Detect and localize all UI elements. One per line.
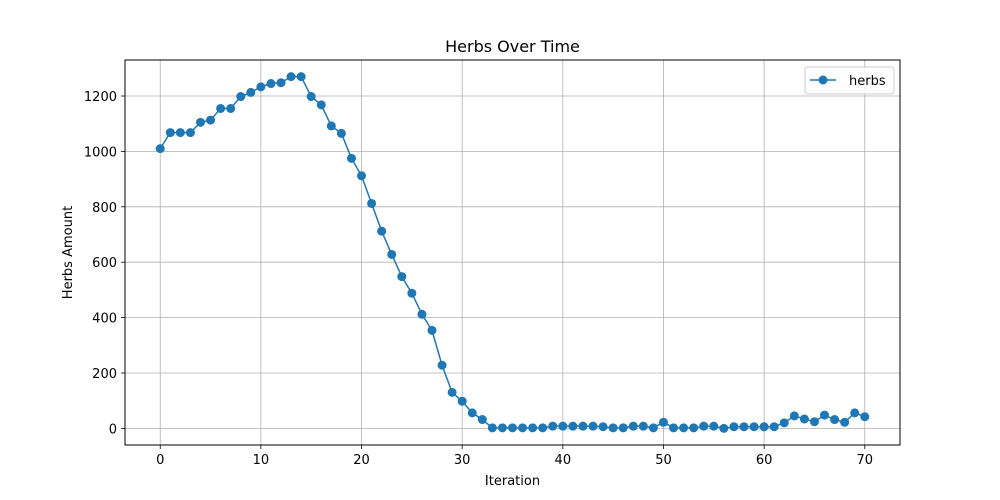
data-point xyxy=(689,423,699,433)
data-point xyxy=(628,421,638,431)
data-point xyxy=(206,115,216,125)
data-point xyxy=(820,410,830,420)
data-point xyxy=(769,422,779,432)
data-point xyxy=(195,117,205,127)
data-point xyxy=(729,422,739,432)
data-point xyxy=(779,418,789,428)
data-point xyxy=(266,79,276,89)
data-point xyxy=(648,423,658,433)
data-point xyxy=(387,249,397,259)
data-point xyxy=(850,408,860,418)
data-point xyxy=(830,415,840,425)
data-point xyxy=(658,417,668,427)
data-point xyxy=(799,414,809,424)
data-point xyxy=(276,78,286,88)
data-point xyxy=(709,421,719,431)
data-point xyxy=(578,421,588,431)
data-point xyxy=(286,72,296,82)
data-point xyxy=(789,411,799,421)
data-point xyxy=(608,423,618,433)
x-axis-label: Iteration xyxy=(485,474,540,489)
data-point xyxy=(749,422,759,432)
data-point xyxy=(739,422,749,432)
data-point xyxy=(256,82,266,92)
data-point xyxy=(346,153,356,163)
y-tick-label: 400 xyxy=(92,312,117,327)
data-point xyxy=(669,423,679,433)
data-point xyxy=(296,72,306,82)
data-point xyxy=(598,422,608,432)
data-point xyxy=(487,423,497,433)
y-tick-label: 800 xyxy=(92,201,117,216)
data-point xyxy=(759,422,769,432)
data-point xyxy=(306,92,316,102)
x-tick-label: 0 xyxy=(156,453,164,468)
data-point xyxy=(840,417,850,427)
data-point xyxy=(809,417,819,427)
data-point xyxy=(679,423,689,433)
y-tick-label: 0 xyxy=(109,422,117,437)
data-point xyxy=(165,128,175,138)
data-point xyxy=(397,272,407,282)
data-point xyxy=(326,121,336,131)
x-tick-label: 10 xyxy=(253,453,270,468)
data-point xyxy=(377,226,387,236)
legend-label-herbs: herbs xyxy=(849,74,886,89)
data-point xyxy=(407,288,417,298)
data-point xyxy=(316,100,326,110)
data-point xyxy=(528,423,538,433)
data-point xyxy=(638,421,648,431)
grid xyxy=(125,60,900,445)
legend-box xyxy=(804,66,895,95)
data-point xyxy=(357,171,367,181)
data-point xyxy=(860,412,870,422)
data-point xyxy=(336,128,346,138)
x-tick-label: 50 xyxy=(655,453,672,468)
data-point xyxy=(588,421,598,431)
y-tick-label: 1000 xyxy=(84,145,117,160)
x-tick-label: 30 xyxy=(454,453,471,468)
data-point xyxy=(447,387,457,397)
data-point xyxy=(457,396,467,406)
data-point xyxy=(538,423,548,433)
data-point xyxy=(155,144,165,154)
data-point xyxy=(548,421,558,431)
data-point xyxy=(618,423,628,433)
plot-frame xyxy=(124,59,901,446)
data-point xyxy=(467,408,477,418)
data-point xyxy=(367,198,377,208)
data-point xyxy=(236,92,246,102)
x-tick-label: 60 xyxy=(756,453,773,468)
data-point xyxy=(558,421,568,431)
legend-marker xyxy=(818,75,828,85)
data-point xyxy=(185,128,195,138)
data-point xyxy=(427,325,437,335)
data-point xyxy=(497,423,507,433)
data-point xyxy=(719,423,729,433)
y-tick-label: 1200 xyxy=(84,90,117,105)
data-point xyxy=(477,415,487,425)
legend: herbs xyxy=(804,66,895,95)
data-point xyxy=(518,423,528,433)
x-tick-label: 20 xyxy=(353,453,370,468)
y-axis-label: Herbs Amount xyxy=(61,206,76,299)
x-tick-label: 40 xyxy=(555,453,572,468)
y-tick-label: 600 xyxy=(92,256,117,271)
series-layer xyxy=(155,72,870,433)
chart-title: Herbs Over Time xyxy=(445,37,580,56)
data-point xyxy=(437,360,447,370)
data-point xyxy=(568,421,578,431)
y-tick-label: 200 xyxy=(92,367,117,382)
data-point xyxy=(699,421,709,431)
ticks: 0 10 20 30 40 50 60 70 0 200 400 600 800 1000 1200 xyxy=(84,90,873,468)
x-tick-label: 70 xyxy=(856,453,873,468)
data-point xyxy=(508,423,517,433)
data-point xyxy=(216,103,226,113)
data-point xyxy=(246,87,256,97)
data-point xyxy=(175,128,185,138)
data-point xyxy=(417,309,427,319)
data-point xyxy=(226,103,236,113)
